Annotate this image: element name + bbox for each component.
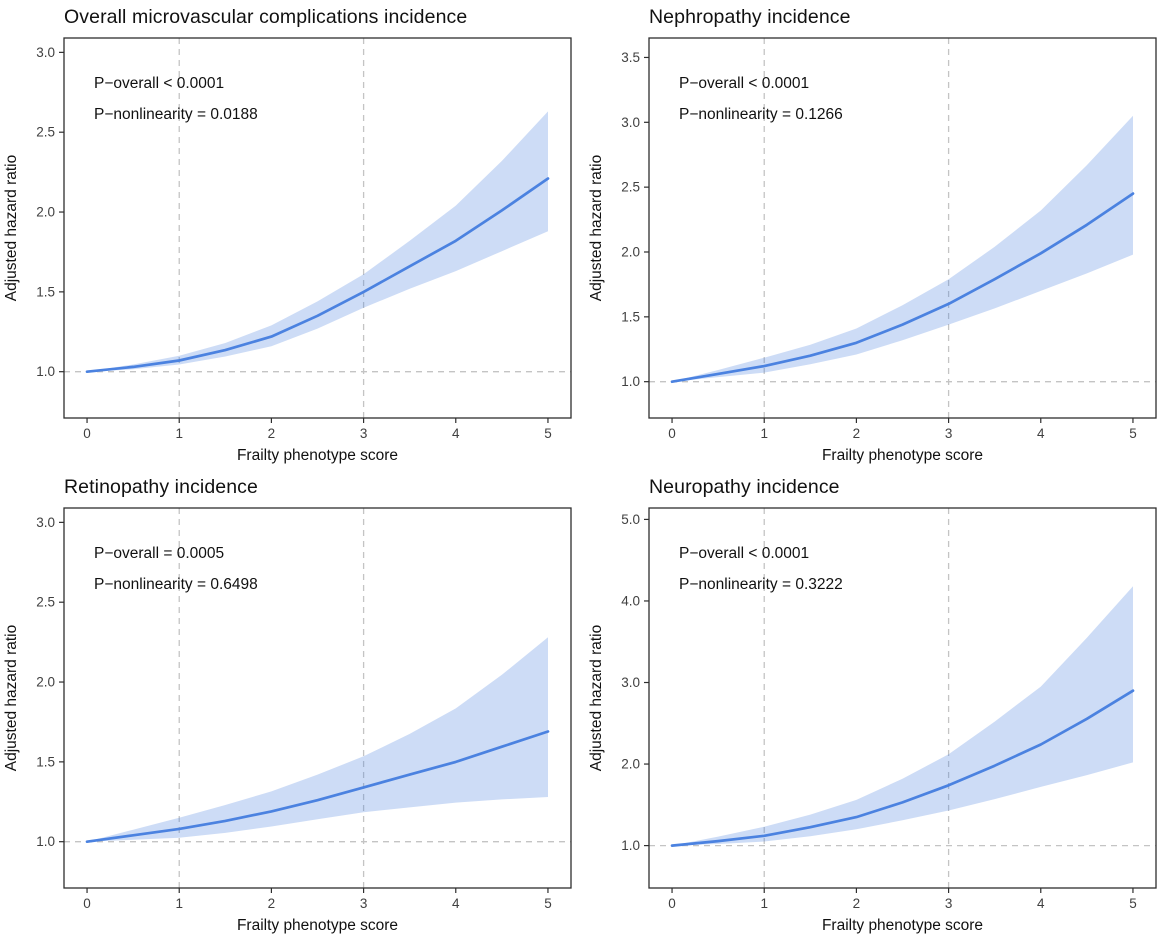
x-tick-label: 2	[268, 426, 276, 441]
y-tick-label: 2.5	[36, 125, 55, 140]
chart-svg: 0 1 2 3 4 5 1.0 1.5 2.0 2.5 3.0 Frailty phenotype s…	[3, 37, 572, 464]
y-axis-title: Adjusted hazard ratio	[3, 625, 20, 771]
hazard-ratio-line	[85, 177, 550, 374]
y-tick-label: 1.0	[36, 364, 55, 379]
x-tick-label: 5	[1129, 426, 1137, 441]
y-tick-label: 3.0	[621, 115, 640, 130]
confidence-ribbon	[672, 115, 1133, 382]
y-axis-title: Adjusted hazard ratio	[588, 155, 605, 301]
x-tick-label: 0	[83, 896, 91, 911]
y-axis-title: Adjusted hazard ratio	[588, 625, 605, 771]
x-tick-label: 2	[268, 896, 276, 911]
x-tick-label: 0	[83, 426, 91, 441]
y-tick-label: 2.5	[621, 180, 640, 195]
chart-panel-retinopathy: Retinopathy incidence 0 1 2 3 4 5 1.0 1.5 2.0 2.5…	[0, 470, 585, 939]
x-tick-label: 3	[945, 426, 953, 441]
hazard-ratio-line	[85, 730, 550, 844]
panel-border	[648, 507, 1157, 889]
y-tick-label: 3.0	[621, 675, 640, 690]
y-tick-label: 5.0	[621, 512, 640, 527]
chart-title: Nephropathy incidence	[649, 6, 851, 28]
p-value-annotation: P−nonlinearity = 0.6498	[94, 576, 258, 593]
x-tick-label: 2	[853, 896, 861, 911]
x-axis-title: Frailty phenotype score	[237, 447, 398, 464]
chart-plot-area: 0 1 2 3 4 5 1.0 1.5 2.0 2.5 3.0 Frailty phenotype s…	[0, 500, 585, 939]
chart-svg: 0 1 2 3 4 5 1.0 2.0 3.0 4.0 5.0 Frailty phenotype s…	[588, 507, 1157, 934]
x-tick-label: 5	[544, 426, 552, 441]
y-tick-label: 3.0	[36, 515, 55, 530]
hazard-ratio-line	[670, 689, 1135, 847]
x-tick-label: 5	[1129, 896, 1137, 911]
x-tick-label: 4	[1037, 426, 1045, 441]
confidence-ribbon	[672, 586, 1133, 846]
p-value-annotation: P−overall < 0.0001	[679, 75, 809, 92]
p-value-annotation: P−nonlinearity = 0.1266	[679, 106, 843, 123]
x-axis-title: Frailty phenotype score	[237, 917, 398, 934]
p-value-annotation: P−nonlinearity = 0.0188	[94, 106, 258, 123]
confidence-ribbon	[87, 111, 548, 372]
p-value-annotation: P−overall = 0.0005	[94, 545, 224, 562]
chart-svg: 0 1 2 3 4 5 1.0 1.5 2.0 2.5 3.0 Frailty phenotype s…	[3, 507, 572, 934]
chart-title: Overall microvascular complications inci…	[64, 6, 468, 28]
y-axis-title: Adjusted hazard ratio	[3, 155, 20, 301]
chart-title: Neuropathy incidence	[649, 476, 840, 498]
y-tick-label: 2.5	[36, 595, 55, 610]
y-tick-label: 3.0	[36, 45, 55, 60]
panel-border	[63, 507, 572, 889]
p-value-annotation: P−overall < 0.0001	[679, 545, 809, 562]
y-tick-label: 1.0	[621, 374, 640, 389]
y-tick-label: 1.5	[36, 284, 55, 299]
chart-plot-area: 0 1 2 3 4 5 1.0 2.0 3.0 4.0 5.0 Frailty phenotype s…	[585, 500, 1170, 939]
chart-panel-neuropathy: Neuropathy incidence 0 1 2 3 4 5 1.0 2.0 3.0 4.0 5…	[585, 470, 1171, 939]
panel-border	[648, 37, 1157, 419]
x-tick-label: 0	[668, 426, 676, 441]
x-tick-label: 1	[175, 896, 183, 911]
hazard-ratio-line	[670, 192, 1135, 384]
x-tick-label: 3	[360, 426, 368, 441]
x-tick-label: 1	[175, 426, 183, 441]
x-tick-label: 3	[360, 896, 368, 911]
y-tick-label: 2.0	[621, 757, 640, 772]
y-tick-label: 1.5	[621, 309, 640, 324]
x-tick-label: 1	[760, 896, 768, 911]
y-tick-label: 4.0	[621, 593, 640, 608]
y-tick-label: 2.0	[36, 205, 55, 220]
chart-plot-area: 0 1 2 3 4 5 1.0 1.5 2.0 2.5 3.0 Frailty phenotype s…	[0, 30, 585, 470]
chart-panel-nephropathy: Nephropathy incidence 0 1 2 3 4 5 1.0 1.5 2.0 2.5…	[585, 0, 1171, 470]
p-value-annotation: P−overall < 0.0001	[94, 75, 224, 92]
panel-border	[63, 37, 572, 419]
x-tick-label: 5	[544, 896, 552, 911]
x-axis-title: Frailty phenotype score	[822, 917, 983, 934]
y-tick-label: 1.0	[36, 834, 55, 849]
chart-svg: 0 1 2 3 4 5 1.0 1.5 2.0 2.5 3.0 3.5 Frailty phenotyp…	[588, 37, 1157, 464]
x-tick-label: 3	[945, 896, 953, 911]
y-tick-label: 2.0	[621, 244, 640, 259]
x-tick-label: 1	[760, 426, 768, 441]
chart-panel-overall: Overall microvascular complications inci…	[0, 0, 585, 470]
y-tick-label: 1.5	[36, 754, 55, 769]
x-axis-title: Frailty phenotype score	[822, 447, 983, 464]
x-tick-label: 0	[668, 896, 676, 911]
confidence-ribbon	[87, 637, 548, 842]
x-tick-label: 2	[853, 426, 861, 441]
chart-title: Retinopathy incidence	[64, 476, 258, 498]
x-tick-label: 4	[452, 896, 460, 911]
y-tick-label: 1.0	[621, 838, 640, 853]
p-value-annotation: P−nonlinearity = 0.3222	[679, 576, 843, 593]
y-tick-label: 2.0	[36, 675, 55, 690]
x-tick-label: 4	[1037, 896, 1045, 911]
x-tick-label: 4	[452, 426, 460, 441]
y-tick-label: 3.5	[621, 50, 640, 65]
chart-plot-area: 0 1 2 3 4 5 1.0 1.5 2.0 2.5 3.0 3.5 Frailty phenotyp…	[585, 30, 1170, 470]
